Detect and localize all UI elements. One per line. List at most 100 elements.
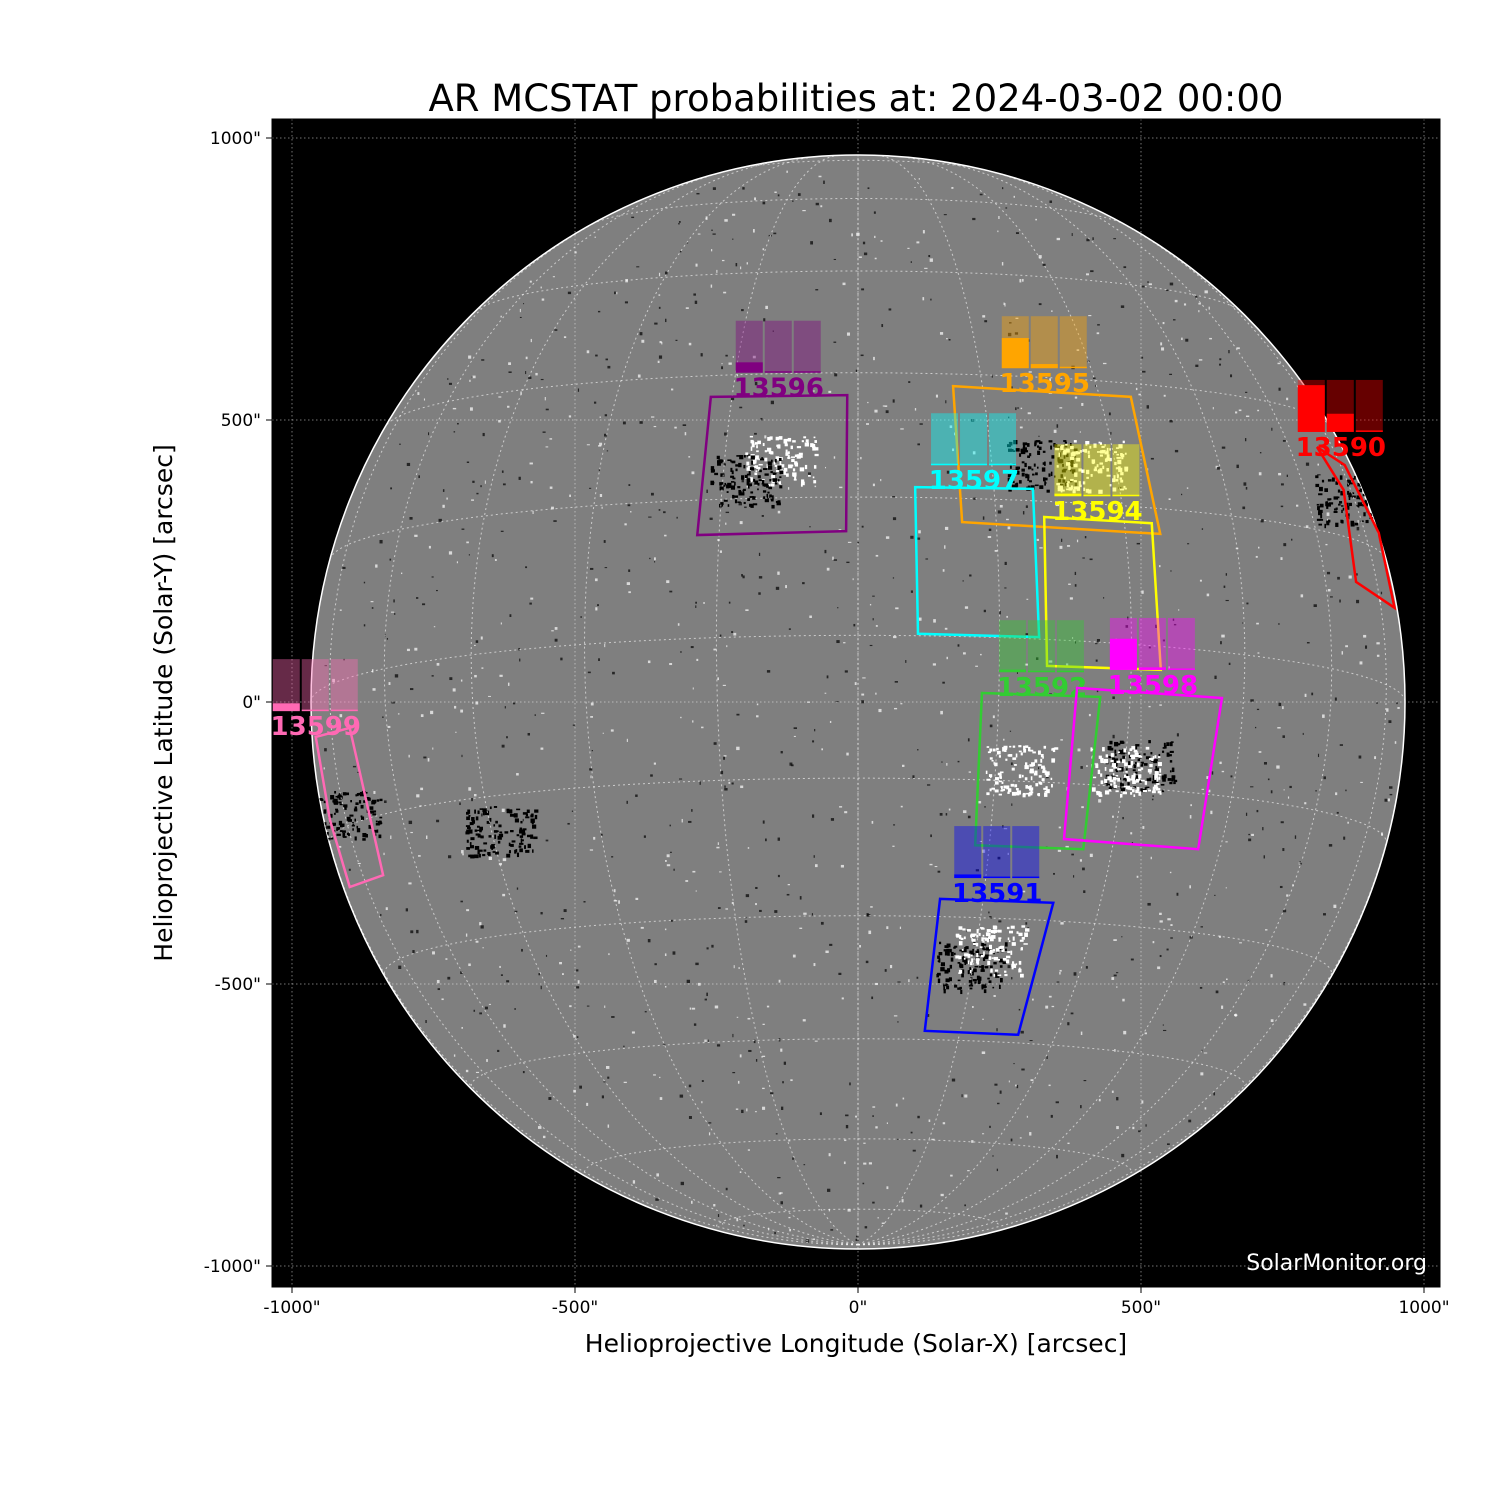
heliographic-gridline <box>383 915 1333 974</box>
region-label: 13595 <box>1000 369 1090 399</box>
region-box <box>1062 686 1224 851</box>
probability-bar-bg-X <box>1012 826 1040 879</box>
probability-bar-M <box>983 876 1011 879</box>
heliographic-gridline <box>583 156 859 1246</box>
heliographic-gridline <box>329 496 1387 560</box>
probability-bar-X <box>1112 494 1140 497</box>
probability-bar-bg-M <box>1138 617 1166 670</box>
probability-bar-bg-C <box>954 826 982 879</box>
probability-bar-C <box>1297 385 1325 432</box>
heliographic-gridline <box>715 155 859 1246</box>
probability-bar-bg-C <box>998 620 1026 673</box>
active-region-13596: 13596 <box>695 320 849 537</box>
region-box <box>1315 446 1397 611</box>
active-region-13595: 13595 <box>951 316 1162 536</box>
heliographic-gridline <box>383 166 859 1246</box>
region-box <box>923 897 1055 1037</box>
probability-bar-X <box>1355 430 1383 432</box>
region-box <box>951 384 1162 536</box>
probability-bar-C <box>1054 493 1082 497</box>
probability-bar-M <box>960 463 988 466</box>
heliographic-gridline <box>592 198 1124 225</box>
heliographic-gridline <box>584 1138 1132 1173</box>
probability-bar-M <box>301 709 329 712</box>
probability-bar-M <box>1326 413 1354 432</box>
probability-bar-bg-X <box>989 413 1017 466</box>
x-tick-label: -1000" <box>263 1298 320 1318</box>
probability-bar-bg-X <box>330 659 358 712</box>
active-region-13590: 13590 <box>1296 379 1397 611</box>
probability-bar-C <box>998 669 1026 673</box>
active-regions: 13596 13595 13597 13594 13590 13592 13598 13591… <box>271 316 1397 1037</box>
probability-bar-bg-X <box>1167 617 1195 670</box>
probability-bar-bg-X <box>1355 379 1383 432</box>
heliographic-gridline <box>474 270 1242 312</box>
probability-bar-M <box>1027 670 1055 673</box>
region-box <box>314 726 385 889</box>
probability-bar-X <box>1056 670 1084 673</box>
region-label: 13594 <box>1052 497 1142 527</box>
axis-ticks: -1000" -500" 0" 500" 1000" 1000" 500" 0" -500" -1… <box>204 129 1450 1318</box>
probability-bar-bg-M <box>764 320 792 373</box>
active-region-13598: 13598 <box>1062 617 1224 851</box>
probability-bar-C <box>954 874 982 879</box>
probability-bar-bg-M <box>1030 316 1058 369</box>
active-region-13599: 13599 <box>271 659 385 889</box>
probability-bar-bg-M <box>301 659 329 712</box>
x-tick-label: 0" <box>849 1298 868 1318</box>
credit-text: SolarMonitor.org <box>1246 1251 1427 1276</box>
probability-bar-M <box>764 371 792 373</box>
probability-bar-M <box>1138 667 1166 670</box>
y-tick-label: 500" <box>221 411 261 431</box>
probability-bar-M <box>1083 494 1111 497</box>
active-region-13591: 13591 <box>923 826 1055 1037</box>
region-label: 13597 <box>929 466 1019 496</box>
region-box <box>695 393 849 537</box>
plot-area: 13596 13595 13597 13594 13590 13592 13598 13591… <box>271 118 1441 1288</box>
x-axis-label: Helioprojective Longitude (Solar-X) [arc… <box>585 1329 1127 1358</box>
probability-bar-bg-C <box>931 413 959 466</box>
probability-bar-bg-C <box>272 659 300 712</box>
heliographic-gridline <box>732 159 984 170</box>
helioprojective-grid <box>272 119 1440 1287</box>
heliographic-gridline <box>857 158 1246 1246</box>
active-region-13592: 13592 <box>973 620 1102 851</box>
heliographic-gridline <box>470 158 859 1246</box>
heliographic-gridline <box>857 206 1387 1246</box>
y-tick-label: -500" <box>215 975 261 995</box>
region-label: 13590 <box>1296 433 1386 463</box>
chart-title: AR MCSTAT probabilities at: 2024-03-02 0… <box>429 77 1284 120</box>
probability-bar-C <box>735 362 763 373</box>
y-tick-label: 1000" <box>210 129 261 149</box>
heliographic-gridline <box>857 166 1333 1246</box>
region-label: 13598 <box>1108 671 1198 701</box>
probability-bar-bg-M <box>1027 620 1055 673</box>
probability-bar-bg-X <box>1059 316 1087 369</box>
region-box <box>973 691 1102 851</box>
region-label: 13599 <box>271 712 361 742</box>
probability-bar-X <box>989 463 1017 466</box>
active-region-13597: 13597 <box>913 413 1041 639</box>
probability-bar-C <box>931 463 959 466</box>
probability-bar-bg-M <box>1083 444 1111 497</box>
probability-bar-X <box>1012 876 1040 879</box>
region-label: 13592 <box>997 673 1087 703</box>
y-tick-label: 0" <box>242 693 261 713</box>
heliographic-gridline <box>470 1038 1246 1086</box>
plot-frame <box>271 118 1441 1288</box>
heliographic-gridline <box>329 206 859 1246</box>
x-tick-label: -500" <box>552 1298 598 1318</box>
x-tick-label: 1000" <box>1398 1298 1449 1318</box>
probability-bar-bg-C <box>1054 444 1082 497</box>
probability-bar-C <box>1001 338 1029 369</box>
heliographic-gridline <box>329 777 1387 843</box>
heliographic-gridline <box>715 1208 1001 1227</box>
probability-bar-X <box>1059 366 1087 369</box>
probability-bar-C <box>1109 638 1137 670</box>
heliographic-gridline <box>857 155 1001 1246</box>
x-tick-label: 500" <box>1121 1298 1161 1318</box>
probability-bar-bg-X <box>1112 444 1140 497</box>
magnetogram-features <box>311 170 1400 1243</box>
probability-bar-X <box>1167 668 1195 670</box>
